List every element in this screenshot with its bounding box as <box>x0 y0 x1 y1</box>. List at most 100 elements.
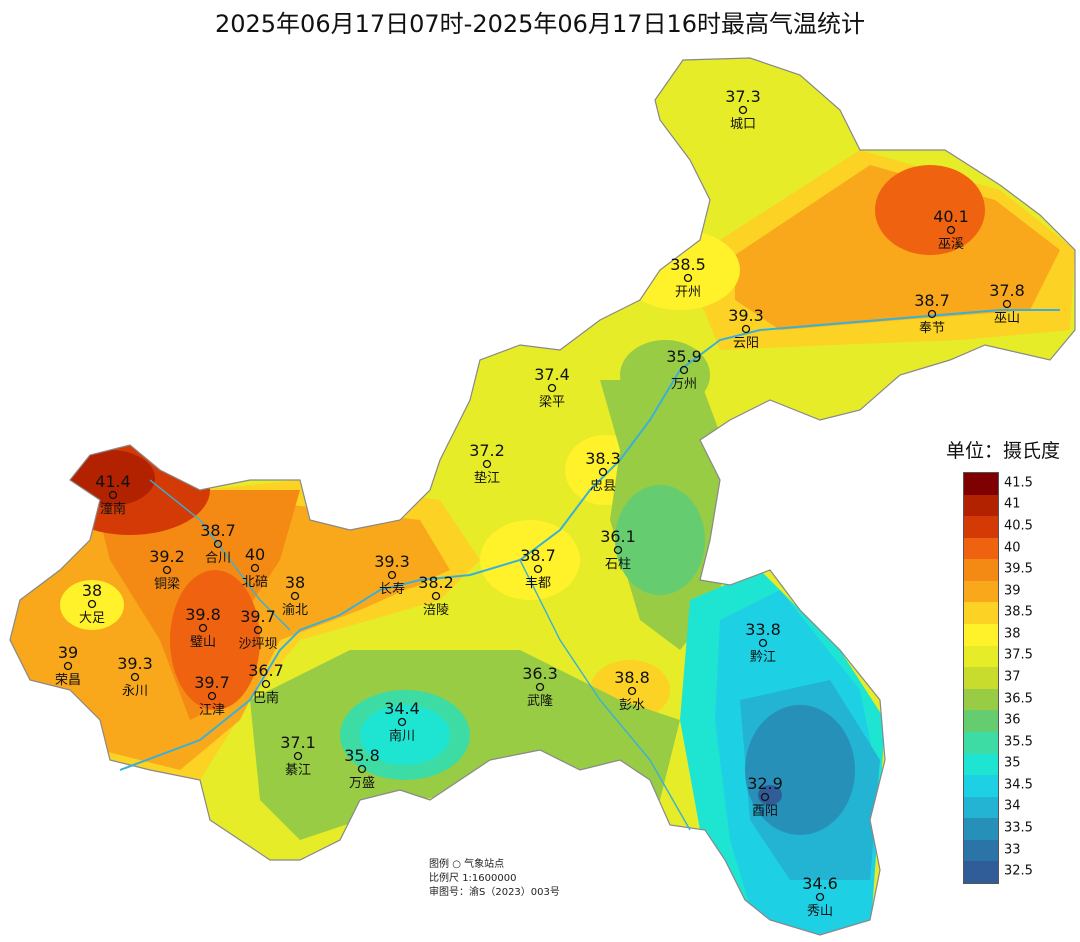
legend-level-label: 35.5 <box>1004 734 1033 750</box>
legend-swatch <box>964 839 998 862</box>
station-25: 36.7 巴南 <box>248 661 284 706</box>
station-23: 39.3 永川 <box>117 654 153 699</box>
station-value: 39.7 <box>240 607 276 626</box>
station-4: 37.8 巫山 <box>989 281 1025 326</box>
station-name: 铜梁 <box>154 577 180 592</box>
station-value: 39.3 <box>117 654 153 673</box>
station-marker-icon <box>130 672 140 682</box>
station-value: 38 <box>285 573 305 592</box>
station-value: 36.1 <box>600 527 636 546</box>
station-marker-icon <box>63 661 73 671</box>
station-name: 开州 <box>675 285 701 300</box>
station-value: 39 <box>58 643 78 662</box>
station-name: 合川 <box>205 551 231 566</box>
station-name: 綦江 <box>285 763 311 778</box>
station-name: 秀山 <box>807 904 833 919</box>
legend-swatch <box>964 688 998 711</box>
station-name: 璧山 <box>190 634 216 650</box>
station-name: 永川 <box>122 684 148 699</box>
legend-swatch <box>964 753 998 776</box>
legend-color-bar <box>963 472 999 884</box>
station-name: 江津 <box>199 703 225 718</box>
station-33: 34.6 秀山 <box>802 874 838 919</box>
station-name: 垫江 <box>474 470 500 486</box>
station-marker-icon <box>547 383 557 393</box>
station-2: 38.5 开州 <box>670 255 706 300</box>
station-marker-icon <box>293 751 303 761</box>
station-18: 36.1 石柱 <box>600 527 636 572</box>
legend-swatch <box>964 667 998 689</box>
station-24: 39.7 江津 <box>194 673 230 718</box>
legend-level-label: 41.5 <box>1004 475 1033 491</box>
legend-unit-label: 单位：摄氏度 <box>946 440 1061 462</box>
info-scale-value: 1:1600000 <box>462 873 517 884</box>
station-20: 39.8 璧山 <box>185 605 221 650</box>
legend-swatch <box>964 775 998 797</box>
station-marker-icon <box>627 686 637 696</box>
station-value: 37.1 <box>280 733 316 752</box>
station-value: 38 <box>82 581 102 600</box>
station-marker-icon <box>535 682 545 692</box>
station-symbol-icon: ○ <box>452 859 461 870</box>
info-scale-label: 比例尺 <box>429 873 459 884</box>
station-name: 万州 <box>671 377 697 392</box>
station-28: 33.8 黔江 <box>745 620 781 665</box>
station-marker-icon <box>162 565 172 575</box>
legend-swatch <box>964 796 998 819</box>
legend-swatch <box>964 602 998 625</box>
zone-changshou-39 <box>350 530 440 590</box>
station-name: 彭水 <box>619 698 645 713</box>
station-name: 奉节 <box>919 321 945 336</box>
legend-swatch <box>964 559 998 581</box>
legend-swatch <box>964 710 998 732</box>
station-11: 38.7 合川 <box>200 521 236 566</box>
station-marker-icon <box>533 564 543 574</box>
station-name: 酉阳 <box>752 804 778 819</box>
station-name: 渝北 <box>282 602 308 618</box>
station-value: 39.2 <box>149 547 185 566</box>
station-name: 万盛 <box>349 776 375 791</box>
zone-west-40 <box>170 570 260 710</box>
station-15: 39.3 长寿 <box>374 552 410 597</box>
station-name: 武隆 <box>527 694 553 709</box>
yangtze-river <box>119 309 1060 771</box>
zone-shizhu-36 <box>615 485 705 595</box>
legend-level-label: 38 <box>1004 626 1021 642</box>
legend-level-label: 37 <box>1004 669 1021 685</box>
station-marker-icon <box>613 545 623 555</box>
station-marker-icon <box>253 625 263 635</box>
station-3: 38.7 奉节 <box>914 291 950 336</box>
station-marker-icon <box>261 679 271 689</box>
station-value: 39.3 <box>374 552 410 571</box>
station-27: 38.8 彭水 <box>614 668 650 713</box>
station-12: 39.2 铜梁 <box>149 547 185 592</box>
map-title: 2025年06月17日07时-2025年06月17日16时最高气温统计 <box>214 10 866 38</box>
station-value: 36.3 <box>522 664 558 683</box>
info-approval-label: 审图号： <box>429 887 469 898</box>
legend-swatch <box>964 861 998 883</box>
zone-nanchuan-34 <box>360 705 450 765</box>
station-name: 潼南 <box>100 501 126 517</box>
legend-swatch <box>964 473 998 495</box>
zone-dazu-38 <box>60 580 124 630</box>
station-name: 长寿 <box>379 582 405 597</box>
station-name: 巫溪 <box>938 237 964 252</box>
station-name: 南川 <box>389 728 415 744</box>
jialing-river <box>149 479 291 631</box>
legend-level-label: 33 <box>1004 842 1021 858</box>
legend-level-label: 35 <box>1004 755 1021 771</box>
station-value: 39.8 <box>185 605 221 624</box>
station-name: 巫山 <box>994 311 1020 326</box>
station-value: 33.8 <box>745 620 781 639</box>
legend-swatch <box>964 818 998 840</box>
station-17: 38.7 丰都 <box>520 546 556 591</box>
legend-swatch <box>964 494 998 517</box>
station-marker-icon <box>815 892 825 902</box>
station-marker-icon <box>758 638 768 648</box>
legend-swatch <box>964 537 998 560</box>
station-value: 35.9 <box>666 347 702 366</box>
station-value: 38.3 <box>585 449 621 468</box>
station-name: 云阳 <box>733 336 759 351</box>
legend-swatch <box>964 624 998 646</box>
station-13: 40 北碚 <box>242 545 268 590</box>
